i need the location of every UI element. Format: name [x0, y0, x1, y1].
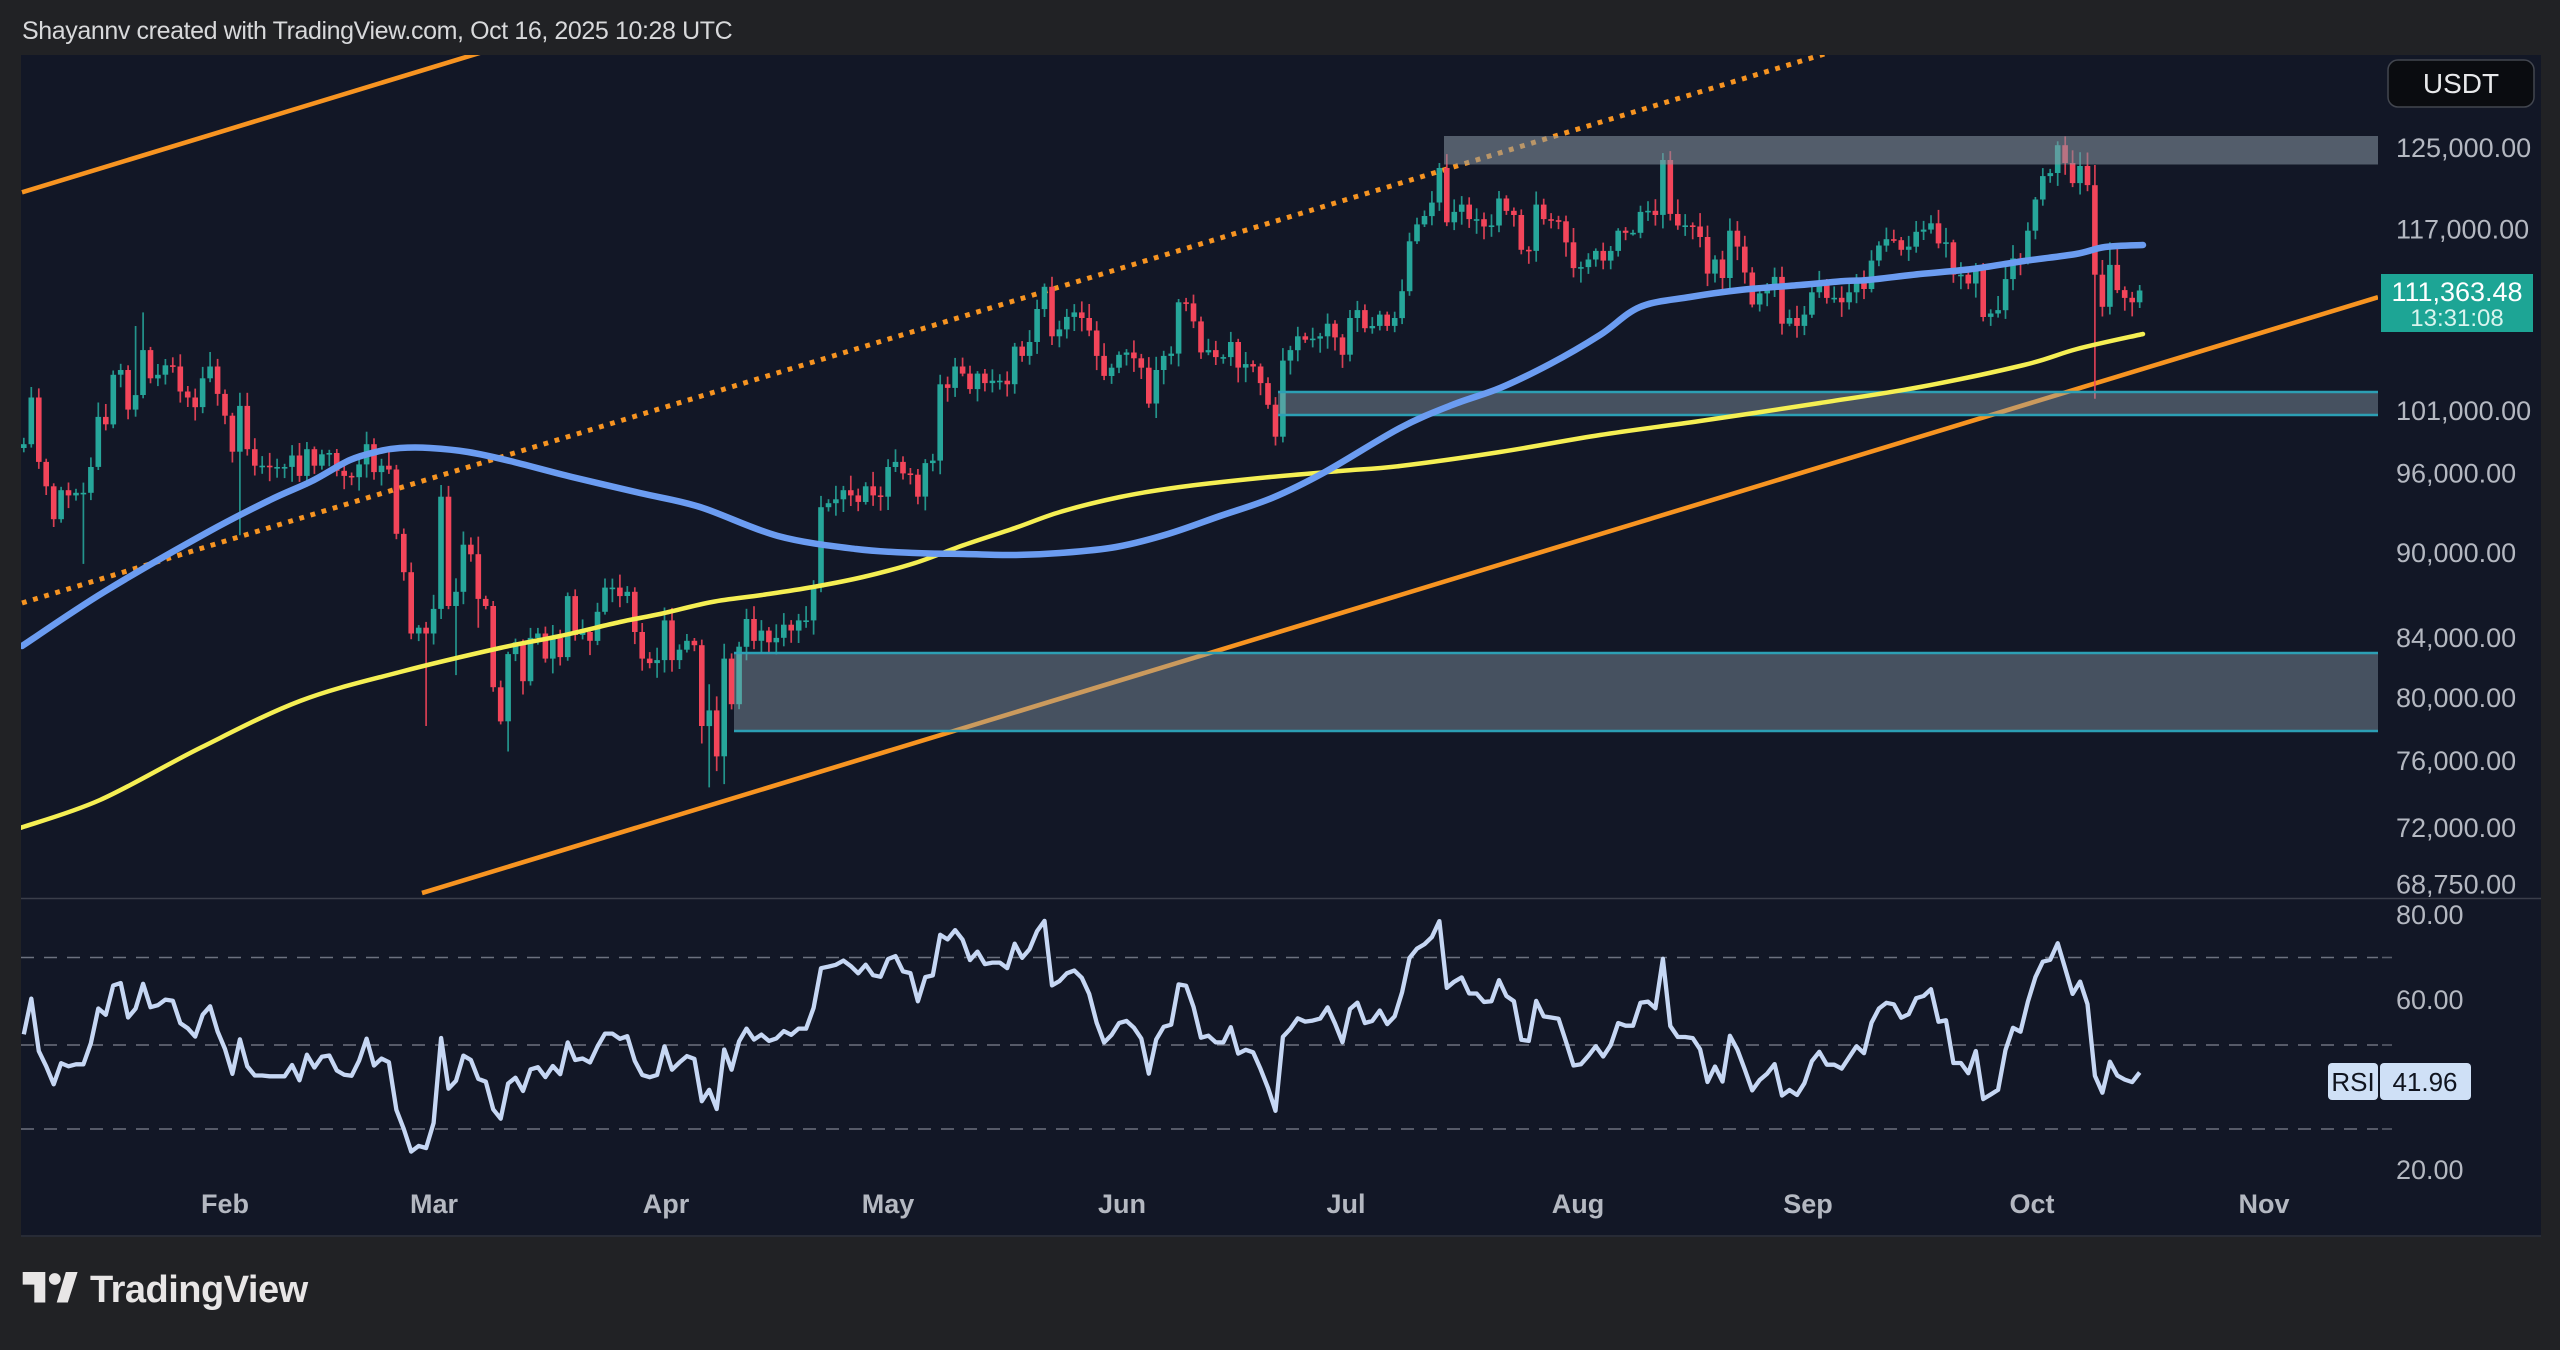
svg-text:TradingView: TradingView [90, 1269, 309, 1311]
svg-text:80.00: 80.00 [2396, 900, 2464, 930]
svg-text:84,000.00: 84,000.00 [2396, 623, 2516, 653]
svg-text:May: May [862, 1189, 915, 1219]
svg-text:125,000.00: 125,000.00 [2396, 133, 2531, 163]
svg-text:101,000.00: 101,000.00 [2396, 396, 2531, 426]
svg-text:Feb: Feb [201, 1189, 249, 1219]
svg-text:13:31:08: 13:31:08 [2410, 305, 2503, 332]
svg-text:96,000.00: 96,000.00 [2396, 458, 2516, 488]
svg-text:90,000.00: 90,000.00 [2396, 538, 2516, 568]
svg-text:RSI: RSI [2331, 1067, 2374, 1097]
svg-text:41.96: 41.96 [2392, 1067, 2457, 1097]
svg-text:Mar: Mar [410, 1189, 459, 1219]
svg-text:68,750.00: 68,750.00 [2396, 870, 2516, 900]
svg-text:USDT: USDT [2423, 68, 2499, 99]
svg-text:20.00: 20.00 [2396, 1155, 2464, 1185]
svg-text:117,000.00: 117,000.00 [2396, 215, 2529, 245]
svg-text:Jul: Jul [1326, 1189, 1365, 1219]
svg-text:Nov: Nov [2238, 1189, 2289, 1219]
svg-text:72,000.00: 72,000.00 [2396, 813, 2516, 843]
svg-text:111,363.48: 111,363.48 [2391, 277, 2522, 307]
svg-text:Shayannv created with TradingV: Shayannv created with TradingView.com, O… [22, 17, 733, 45]
svg-text:Jun: Jun [1098, 1189, 1146, 1219]
svg-text:60.00: 60.00 [2396, 985, 2464, 1015]
svg-text:Oct: Oct [2009, 1189, 2054, 1219]
svg-text:Apr: Apr [643, 1189, 690, 1219]
svg-text:Sep: Sep [1783, 1189, 1833, 1219]
svg-text:Aug: Aug [1552, 1189, 1604, 1219]
svg-text:76,000.00: 76,000.00 [2396, 746, 2516, 776]
svg-text:80,000.00: 80,000.00 [2396, 683, 2516, 713]
